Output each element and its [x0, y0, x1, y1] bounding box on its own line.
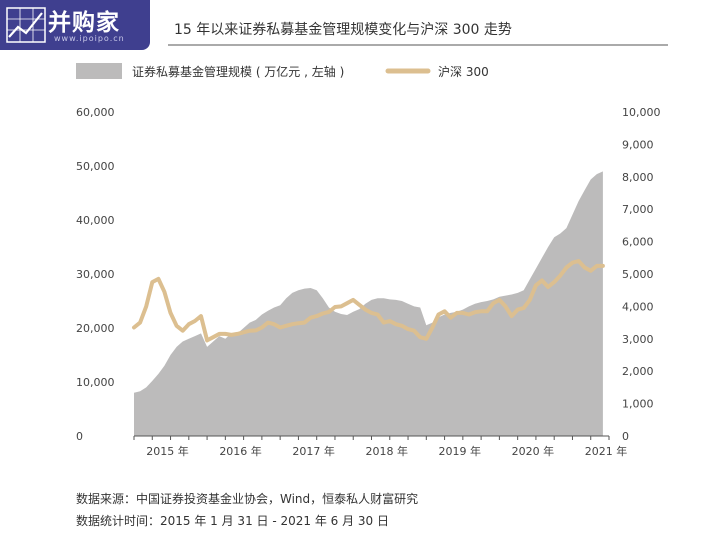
right-axis-ticks: 0 1,000 2,000 3,000 4,000 5,000 6,000 7,000 8,00… [622, 106, 661, 443]
right-tick-label: 5,000 [622, 268, 654, 281]
right-tick-label: 9,000 [622, 138, 654, 151]
series-line-csi300 [132, 259, 605, 343]
legend-area-label: 证券私募基金管理规模 ( 万亿元 , 左轴 ) [132, 64, 344, 79]
left-tick-label: 0 [76, 430, 83, 443]
x-tick-label: 2018 年 [365, 444, 408, 458]
logo-brand-text: 并购家 [48, 10, 120, 36]
plot-area [132, 171, 605, 436]
left-tick-label: 40,000 [76, 214, 115, 227]
series-area-fund-scale [134, 171, 603, 436]
chart-title: 15 年以来证券私募基金管理规模变化与沪深 300 走势 [174, 21, 512, 38]
x-tick-label: 2016 年 [219, 444, 262, 458]
right-tick-label: 2,000 [622, 365, 654, 378]
left-tick-label: 30,000 [76, 268, 115, 281]
left-tick-label: 20,000 [76, 322, 115, 335]
chart: 15 年以来证券私募基金管理规模变化与沪深 300 走势 证券私募基金管理规模 … [76, 21, 668, 458]
right-tick-label: 0 [622, 430, 629, 443]
x-tick-label: 2017 年 [292, 444, 335, 458]
left-tick-label: 50,000 [76, 160, 115, 173]
right-tick-label: 1,000 [622, 398, 654, 411]
right-tick-label: 6,000 [622, 236, 654, 249]
logo-url-text: www.ipoipo.cn [54, 34, 125, 43]
x-tick-label: 2015 年 [146, 444, 189, 458]
legend: 证券私募基金管理规模 ( 万亿元 , 左轴 ) 沪深 300 [76, 63, 489, 79]
x-tick-label: 2021 年 [585, 444, 628, 458]
right-tick-label: 3,000 [622, 333, 654, 346]
x-axis: 2015 年 2016 年 2017 年 2018 年 2019 年 2020 年 2021… [133, 435, 628, 458]
right-tick-label: 4,000 [622, 300, 654, 313]
right-tick-label: 10,000 [622, 106, 661, 119]
right-tick-label: 8,000 [622, 171, 654, 184]
bar-chart-logo-icon [6, 7, 46, 43]
left-axis-ticks: 0 10,000 20,000 30,000 40,000 50,000 60,000 [76, 106, 115, 443]
x-tick-label: 2019 年 [439, 444, 482, 458]
period-note: 数据统计时间：2015 年 1 月 31 日 - 2021 年 6 月 30 日 [76, 514, 389, 528]
left-tick-label: 10,000 [76, 376, 115, 389]
logo: 并购家 www.ipoipo.cn [0, 0, 150, 50]
legend-area-swatch [76, 63, 122, 79]
source-note: 数据来源：中国证券投资基金业协会，Wind，恒泰私人财富研究 [76, 492, 419, 506]
right-tick-label: 7,000 [622, 203, 654, 216]
x-tick-label: 2020 年 [512, 444, 555, 458]
legend-line-label: 沪深 300 [438, 65, 489, 79]
left-tick-label: 60,000 [76, 106, 115, 119]
